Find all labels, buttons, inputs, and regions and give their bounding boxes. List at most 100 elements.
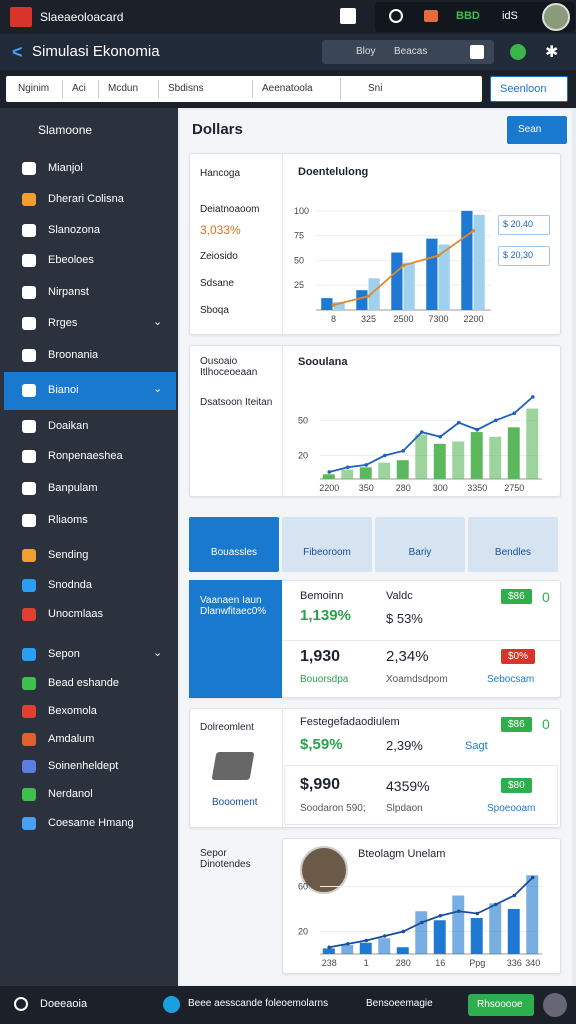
sidebar-item[interactable]: Sending — [48, 549, 89, 561]
sidebar-item[interactable]: Amdalum — [48, 733, 95, 745]
back-icon[interactable]: < — [12, 42, 23, 62]
bar — [433, 920, 446, 954]
x-tick-label: Ppg — [469, 958, 485, 968]
sidebar-item[interactable]: Coesame Hmang — [48, 817, 134, 829]
sidebar-icon — [22, 579, 36, 592]
icon[interactable] — [510, 44, 526, 60]
trend-point — [493, 418, 498, 423]
card-label: Sepor Dinotendes — [200, 848, 251, 870]
sidebar-icon — [22, 549, 36, 562]
bar — [415, 434, 428, 479]
bar — [426, 238, 438, 310]
tile[interactable] — [189, 517, 279, 572]
sidebar-item[interactable]: Dherari Colisna — [48, 193, 124, 205]
badge-count: 0 — [542, 589, 550, 605]
bar — [368, 278, 380, 310]
tab-divider — [98, 80, 99, 98]
search-placeholder: Beacas — [394, 46, 428, 57]
sidebar-icon — [22, 349, 36, 362]
avatar[interactable] — [543, 993, 567, 1017]
stat-sub: Bouorsdpa — [300, 674, 349, 685]
product-link[interactable]: Spoeooam — [487, 803, 536, 814]
sidebar-item[interactable]: Bead eshande — [48, 677, 119, 689]
sidebar-item[interactable]: Nerdanol — [48, 788, 93, 800]
product-value: $,59% — [300, 736, 343, 753]
bar — [341, 469, 354, 479]
search-field[interactable] — [340, 78, 478, 100]
product-value: 4359% — [386, 778, 430, 794]
trend-point — [493, 902, 498, 907]
sidebar-icon — [22, 788, 36, 801]
tile-label: Bouassles — [210, 547, 258, 558]
product-sub: Soodaron 590; — [300, 803, 366, 814]
toolbar-button[interactable] — [490, 76, 568, 102]
product-link[interactable]: Sagt — [465, 740, 488, 752]
bar — [489, 903, 502, 954]
sidebar-item[interactable]: Slanozona — [48, 224, 100, 236]
icon[interactable] — [470, 45, 484, 59]
sidebar-icon — [22, 420, 36, 433]
sidebar-item[interactable]: Bexomola — [48, 705, 97, 717]
toolbar-button-label: Seenloon — [500, 83, 547, 95]
info-icon — [163, 996, 180, 1013]
sidebar-icon — [22, 514, 36, 527]
sidebar-item[interactable]: Mianjol — [48, 162, 83, 174]
card-label: Sdsane — [200, 278, 234, 289]
tile[interactable] — [375, 517, 465, 572]
sidebar-item[interactable]: Broonania — [48, 349, 99, 361]
trend-point — [512, 411, 517, 416]
bottom-button[interactable] — [468, 994, 534, 1016]
search-box[interactable] — [322, 40, 494, 64]
sidebar-item[interactable]: Ronpenaeshea — [48, 450, 123, 462]
card-label: Hancoga — [200, 168, 241, 179]
sidebar-item[interactable]: Ebeoloes — [48, 254, 94, 266]
sidebar-item[interactable]: Bianoi — [48, 384, 79, 396]
trend-point — [419, 920, 424, 925]
tab[interactable]: Aeenatoola — [262, 83, 313, 94]
tile[interactable] — [468, 517, 558, 572]
bar — [526, 408, 539, 479]
sidebar-item[interactable]: Unocmlaas — [48, 608, 104, 620]
sidebar-item[interactable]: Rliaoms — [48, 514, 88, 526]
tab[interactable]: Sbdisns — [168, 83, 204, 94]
x-tick-label: 2500 — [393, 314, 413, 324]
tile[interactable] — [282, 517, 372, 572]
notification-icon — [424, 10, 438, 22]
tile-label: Fibeoroom — [303, 547, 351, 558]
sidebar-item[interactable]: Nirpanst — [48, 286, 89, 298]
sidebar-item[interactable]: Snodnda — [48, 579, 93, 591]
tab[interactable]: Nginim — [18, 83, 50, 94]
sidebar-item[interactable]: Sepon — [48, 648, 80, 660]
y-tick-label: 50 — [294, 255, 304, 265]
product-sub: Slpdaon — [386, 803, 423, 814]
x-tick-label: 7300 — [428, 314, 448, 324]
trend-point — [530, 395, 535, 399]
status-label: idS — [502, 10, 518, 22]
sidebar-item[interactable]: Soinenheldept — [48, 760, 119, 772]
sidebar-item[interactable]: Rrges — [48, 317, 78, 329]
avatar[interactable] — [542, 3, 570, 31]
sidebar-item[interactable]: Banpulam — [48, 482, 98, 494]
chart: 25 50 75 100 8 325 2500 7300 2200 — [294, 206, 491, 324]
tab[interactable]: Aci — [72, 83, 86, 94]
stat-link[interactable]: Sebocsam — [487, 674, 535, 685]
sidebar-item[interactable]: Doaikan — [48, 420, 89, 432]
panel-button[interactable] — [507, 116, 567, 144]
x-tick-label: 336 — [507, 958, 522, 968]
sidebar-icon — [22, 224, 36, 237]
icon — [14, 997, 28, 1011]
badge: $0% — [501, 649, 536, 664]
bar — [526, 875, 539, 954]
trend-point — [331, 303, 336, 307]
y-tick-label: 20 — [298, 451, 308, 461]
menu-icon[interactable]: ✱ — [545, 44, 559, 61]
bar — [452, 441, 465, 479]
product-caption: Boooment — [212, 797, 258, 808]
trend-point — [456, 909, 461, 914]
sidebar-icon — [22, 482, 36, 495]
bar — [433, 443, 446, 479]
x-tick-label: 2200 — [463, 314, 483, 324]
x-tick-label: 350 — [359, 483, 374, 493]
y-tick-label: 20 — [298, 927, 308, 937]
tab[interactable]: Mcdun — [108, 83, 139, 94]
